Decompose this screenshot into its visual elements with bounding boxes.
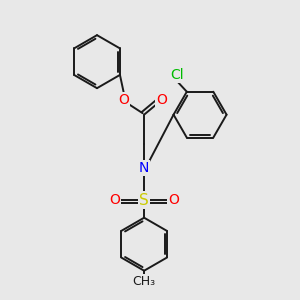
Text: O: O [118,93,129,107]
Text: O: O [109,193,120,207]
Text: CH₃: CH₃ [133,274,156,287]
Text: O: O [168,193,179,207]
Text: O: O [156,93,167,107]
Text: S: S [139,193,149,208]
Text: N: N [139,161,149,175]
Text: Cl: Cl [170,68,184,82]
